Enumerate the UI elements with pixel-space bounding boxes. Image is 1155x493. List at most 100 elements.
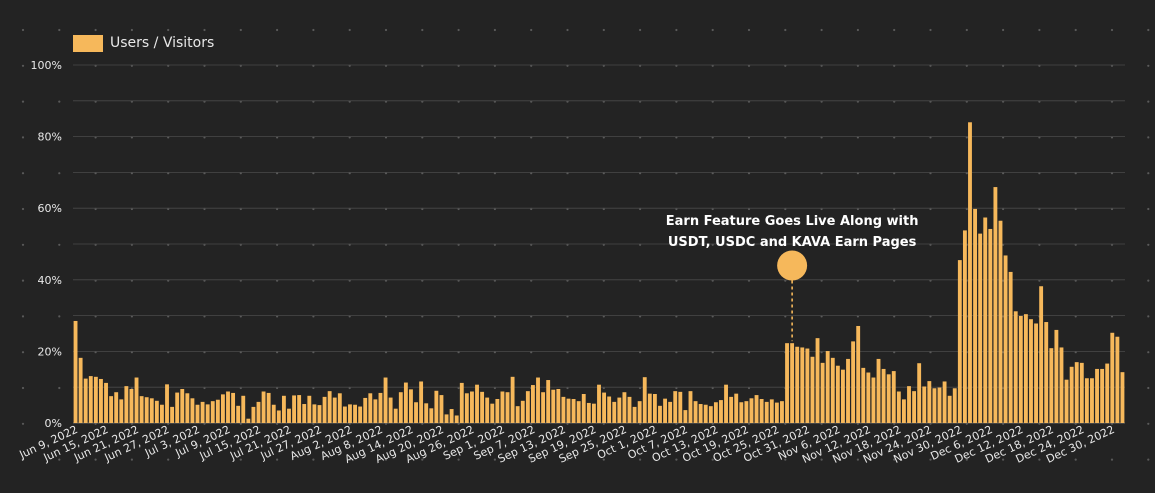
bar[interactable] bbox=[688, 391, 693, 423]
bar[interactable] bbox=[962, 230, 967, 423]
bar[interactable] bbox=[724, 384, 728, 423]
bar[interactable] bbox=[378, 392, 383, 423]
bar[interactable] bbox=[439, 395, 444, 423]
bar[interactable] bbox=[810, 356, 815, 423]
bar[interactable] bbox=[1115, 336, 1120, 423]
bar[interactable] bbox=[444, 414, 449, 423]
bar[interactable] bbox=[846, 358, 850, 423]
bar[interactable] bbox=[851, 341, 856, 423]
bar[interactable] bbox=[780, 401, 784, 423]
bar[interactable] bbox=[556, 388, 561, 423]
bar[interactable] bbox=[561, 396, 566, 423]
bar[interactable] bbox=[719, 400, 723, 423]
bar[interactable] bbox=[459, 382, 464, 423]
bar[interactable] bbox=[129, 388, 134, 423]
bar[interactable] bbox=[993, 187, 998, 423]
bar[interactable] bbox=[1008, 271, 1013, 423]
bar[interactable] bbox=[368, 393, 373, 423]
bar[interactable] bbox=[231, 392, 236, 423]
bar[interactable] bbox=[764, 401, 769, 423]
bar[interactable] bbox=[820, 362, 825, 423]
bar[interactable] bbox=[93, 376, 98, 423]
bar[interactable] bbox=[749, 398, 754, 423]
bar[interactable] bbox=[434, 390, 439, 423]
bar[interactable] bbox=[485, 397, 490, 423]
bar[interactable] bbox=[988, 228, 993, 423]
bar[interactable] bbox=[373, 399, 378, 423]
bar[interactable] bbox=[571, 399, 576, 423]
bar[interactable] bbox=[1095, 368, 1099, 423]
bar[interactable] bbox=[393, 408, 398, 423]
bar[interactable] bbox=[348, 404, 352, 423]
bar[interactable] bbox=[139, 396, 144, 423]
bar[interactable] bbox=[154, 400, 159, 423]
bar[interactable] bbox=[464, 393, 469, 423]
bar[interactable] bbox=[1029, 319, 1033, 423]
bar[interactable] bbox=[205, 404, 210, 423]
bar[interactable] bbox=[342, 406, 347, 423]
bar[interactable] bbox=[957, 260, 962, 423]
bar[interactable] bbox=[1018, 315, 1023, 423]
bar[interactable] bbox=[942, 381, 947, 423]
bar[interactable] bbox=[663, 398, 667, 423]
bar[interactable] bbox=[1013, 311, 1018, 423]
bar[interactable] bbox=[612, 401, 617, 423]
bar[interactable] bbox=[1110, 332, 1115, 423]
bar[interactable] bbox=[708, 406, 713, 423]
bar[interactable] bbox=[256, 401, 261, 423]
bar[interactable] bbox=[276, 410, 281, 423]
bar[interactable] bbox=[200, 401, 205, 423]
bar[interactable] bbox=[88, 376, 93, 423]
bar[interactable] bbox=[505, 392, 510, 423]
bar[interactable] bbox=[302, 404, 307, 423]
bar[interactable] bbox=[266, 392, 271, 423]
bar[interactable] bbox=[790, 343, 795, 423]
bar[interactable] bbox=[703, 404, 708, 423]
bar[interactable] bbox=[739, 402, 744, 423]
bar[interactable] bbox=[759, 399, 764, 423]
bar[interactable] bbox=[576, 401, 581, 423]
bar[interactable] bbox=[424, 403, 429, 423]
bar[interactable] bbox=[886, 374, 891, 423]
bar[interactable] bbox=[297, 395, 302, 423]
bar[interactable] bbox=[1049, 348, 1054, 423]
bar[interactable] bbox=[952, 388, 957, 423]
bar[interactable] bbox=[236, 405, 241, 423]
bar[interactable] bbox=[683, 410, 688, 423]
bar[interactable] bbox=[734, 393, 739, 423]
bar[interactable] bbox=[546, 380, 551, 423]
bar[interactable] bbox=[1039, 286, 1044, 423]
bar[interactable] bbox=[937, 387, 942, 423]
bar[interactable] bbox=[774, 402, 779, 423]
bar[interactable] bbox=[581, 394, 586, 423]
bar[interactable] bbox=[261, 391, 266, 424]
bar[interactable] bbox=[1059, 347, 1064, 423]
bar[interactable] bbox=[475, 384, 479, 423]
bar[interactable] bbox=[353, 404, 357, 423]
bar[interactable] bbox=[160, 404, 164, 423]
bar[interactable] bbox=[932, 388, 937, 423]
bar[interactable] bbox=[947, 395, 952, 423]
bar[interactable] bbox=[510, 376, 515, 423]
bar[interactable] bbox=[871, 377, 876, 423]
bar[interactable] bbox=[602, 392, 607, 423]
bar[interactable] bbox=[968, 122, 972, 423]
bar[interactable] bbox=[525, 391, 530, 423]
bar[interactable] bbox=[1090, 378, 1094, 423]
bar[interactable] bbox=[983, 217, 988, 423]
bar[interactable] bbox=[551, 389, 556, 423]
bar[interactable] bbox=[429, 408, 434, 423]
bar[interactable] bbox=[119, 399, 124, 423]
bar[interactable] bbox=[825, 351, 830, 423]
bar[interactable] bbox=[185, 393, 190, 423]
bar[interactable] bbox=[78, 357, 83, 423]
bar[interactable] bbox=[668, 401, 673, 423]
bar[interactable] bbox=[607, 396, 612, 423]
bar[interactable] bbox=[815, 338, 820, 423]
bar[interactable] bbox=[998, 220, 1003, 423]
bar[interactable] bbox=[1044, 322, 1049, 423]
bar[interactable] bbox=[642, 377, 647, 423]
bar[interactable] bbox=[841, 369, 845, 423]
bar[interactable] bbox=[251, 406, 256, 423]
bar[interactable] bbox=[1120, 372, 1125, 423]
